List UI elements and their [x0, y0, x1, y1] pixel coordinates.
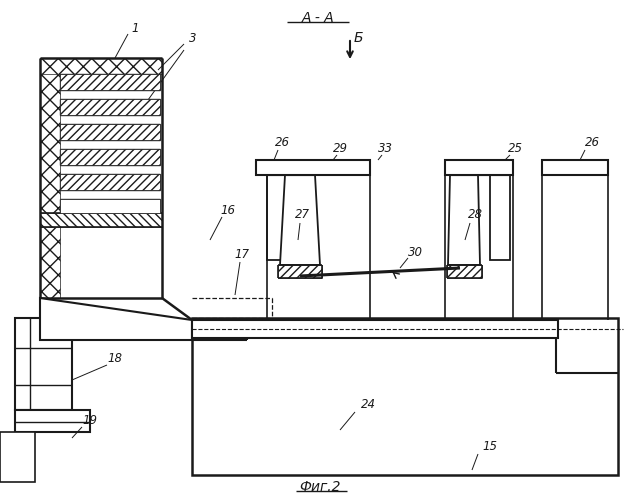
Polygon shape	[40, 213, 162, 227]
Polygon shape	[278, 265, 322, 278]
Bar	[490, 175, 510, 260]
Polygon shape	[60, 124, 160, 140]
Text: 30: 30	[408, 246, 423, 258]
Polygon shape	[447, 265, 482, 278]
Polygon shape	[60, 199, 160, 213]
Bar	[192, 318, 618, 475]
Polygon shape	[448, 175, 480, 265]
Text: A - A: A - A	[302, 11, 334, 25]
Text: 16: 16	[220, 204, 235, 216]
Bar	[256, 160, 370, 175]
Polygon shape	[40, 58, 162, 74]
Text: 3: 3	[189, 32, 197, 44]
Text: 26: 26	[274, 136, 290, 149]
Text: 25: 25	[507, 142, 522, 154]
Text: 28: 28	[468, 208, 483, 222]
Text: 15: 15	[483, 440, 497, 454]
Bar	[445, 160, 513, 175]
Bar	[267, 175, 285, 260]
Text: Б: Б	[353, 31, 363, 45]
Text: 29: 29	[333, 142, 348, 154]
Text: 18: 18	[107, 352, 122, 364]
Text: 26: 26	[584, 136, 599, 149]
Polygon shape	[60, 174, 160, 190]
Bar	[542, 160, 608, 175]
Polygon shape	[60, 74, 160, 90]
Bar	[192, 320, 558, 338]
Text: 17: 17	[235, 248, 249, 262]
Bar	[15, 410, 90, 432]
Bar	[0, 432, 35, 482]
Polygon shape	[40, 298, 192, 340]
Text: 19: 19	[83, 414, 98, 426]
Polygon shape	[40, 58, 60, 298]
Polygon shape	[60, 99, 160, 115]
Bar	[15, 318, 72, 410]
Text: 33: 33	[377, 142, 392, 154]
Text: 24: 24	[360, 398, 375, 411]
Polygon shape	[60, 149, 160, 165]
Text: 27: 27	[295, 208, 309, 222]
Polygon shape	[280, 175, 320, 265]
Text: 1: 1	[131, 22, 139, 35]
Text: Фиг.2: Фиг.2	[299, 480, 341, 494]
